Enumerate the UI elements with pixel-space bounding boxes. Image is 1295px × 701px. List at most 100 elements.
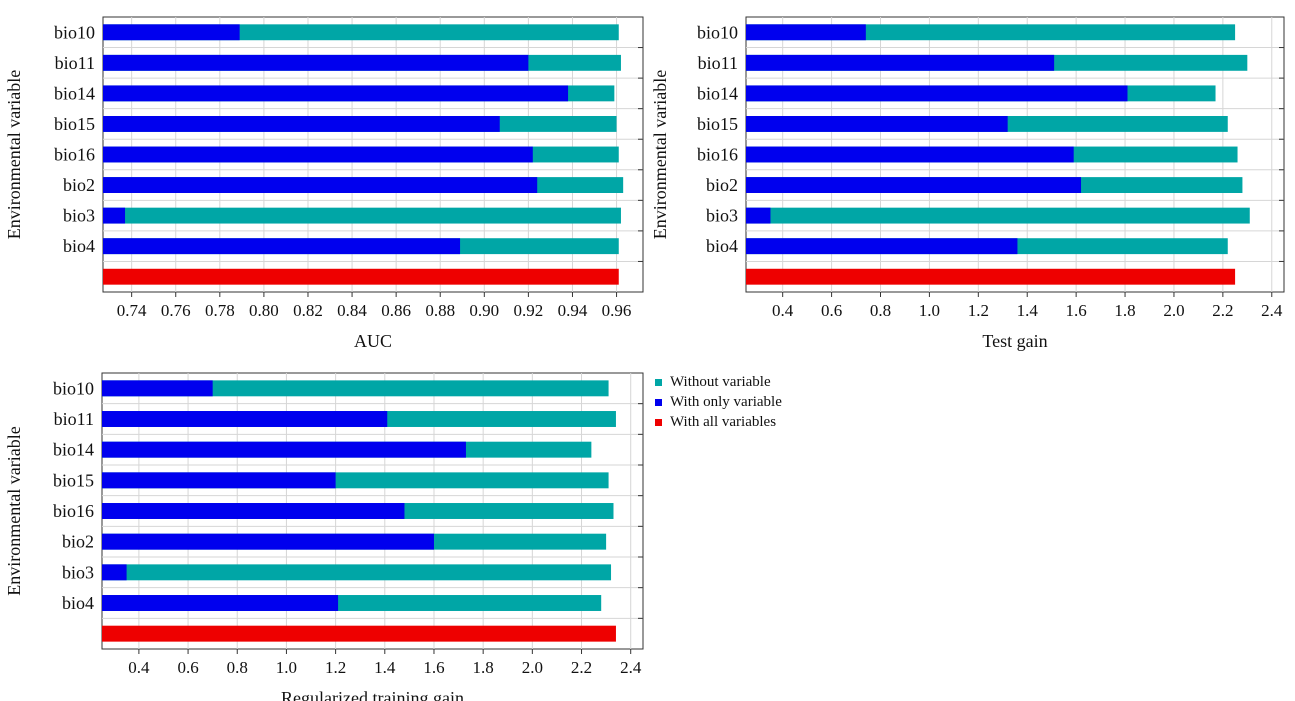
x-tick-label: 0.74 <box>117 301 147 320</box>
y-axis-title: Environmental variable <box>650 70 670 239</box>
x-tick-label: 2.0 <box>1163 301 1184 320</box>
x-tick-label: 0.86 <box>381 301 411 320</box>
x-tick-label: 0.4 <box>128 658 150 677</box>
bar-only-bio3 <box>746 207 771 224</box>
legend-item-with-all-variables: With all variables <box>655 412 782 432</box>
x-tick-label: 1.6 <box>1066 301 1087 320</box>
bar-only-bio15 <box>103 116 500 132</box>
bar-only-bio11 <box>102 411 388 427</box>
x-tick-label: 1.4 <box>1017 301 1039 320</box>
x-tick-label: 0.90 <box>469 301 499 320</box>
bar-only-bio16 <box>103 146 533 163</box>
bar-only-bio4 <box>103 238 461 255</box>
legend-swatch-only <box>655 398 662 406</box>
category-label-bio3: bio3 <box>63 206 95 226</box>
bar-without-bio10 <box>746 24 1236 41</box>
x-tick-label: 0.6 <box>821 301 842 320</box>
x-tick-label: 0.80 <box>249 301 279 320</box>
bar-only-bio2 <box>103 177 538 193</box>
y-axis-title: Environmental variable <box>4 70 24 239</box>
x-tick-label: 2.0 <box>522 658 543 677</box>
category-label-bio15: bio15 <box>697 114 738 134</box>
x-tick-label: 0.4 <box>772 301 794 320</box>
x-axis-title: Test gain <box>982 331 1047 351</box>
x-tick-label: 2.4 <box>620 658 642 677</box>
bar-only-bio2 <box>746 177 1082 193</box>
category-label-bio16: bio16 <box>697 145 738 165</box>
bar-only-bio4 <box>746 238 1018 255</box>
bar-only-bio11 <box>746 54 1055 71</box>
x-tick-label: 0.92 <box>514 301 544 320</box>
legend-swatch-all <box>655 418 662 426</box>
legend-swatch-without <box>655 378 662 386</box>
x-tick-label: 1.8 <box>473 658 494 677</box>
bar-only-bio16 <box>746 146 1074 163</box>
x-axis-title: Regularized training gain <box>281 688 464 701</box>
category-label-bio10: bio10 <box>54 22 95 42</box>
x-tick-label: 1.0 <box>919 301 940 320</box>
chart-training-gain: 0.4 0.6 0.8 1.0 1.2 1.4 1.6 1.8 2.0 2.2 2.4 bio10 bi… <box>4 372 644 701</box>
category-label-bio15: bio15 <box>54 114 95 134</box>
category-label-bio11: bio11 <box>55 53 95 73</box>
bar-only-bio10 <box>102 380 213 397</box>
legend-item-with-only-variable: With only variable <box>655 392 782 412</box>
x-tick-label: 0.78 <box>205 301 235 320</box>
x-tick-label: 0.84 <box>337 301 367 320</box>
bar-without-bio3 <box>102 564 612 581</box>
category-label-bio15: bio15 <box>53 470 94 490</box>
x-tick-label: 0.96 <box>602 301 632 320</box>
category-label-bio14: bio14 <box>53 440 94 460</box>
bar-all-variables <box>746 268 1236 285</box>
x-tick-label: 1.2 <box>968 301 989 320</box>
legend-label-all: With all variables <box>670 413 777 430</box>
category-label-bio16: bio16 <box>53 501 94 521</box>
bar-only-bio3 <box>103 207 126 224</box>
x-axis-title: AUC <box>354 331 392 351</box>
category-label-bio10: bio10 <box>53 378 94 398</box>
bar-only-bio14 <box>103 85 569 102</box>
bar-only-bio10 <box>746 24 866 41</box>
category-label-bio11: bio11 <box>54 409 94 429</box>
category-label-bio3: bio3 <box>706 206 738 226</box>
chart-auc: 0.74 0.76 0.78 0.80 0.82 0.84 0.86 0.88 0.90 0.92… <box>4 16 644 351</box>
x-tick-label: 0.94 <box>558 301 588 320</box>
bar-only-bio10 <box>103 24 240 41</box>
x-tick-label: 0.6 <box>177 658 198 677</box>
x-tick-label: 0.82 <box>293 301 323 320</box>
category-label-bio14: bio14 <box>697 83 738 103</box>
category-label-bio16: bio16 <box>54 145 95 165</box>
bar-without-bio3 <box>103 207 621 224</box>
category-label-bio2: bio2 <box>62 532 94 552</box>
category-label-bio2: bio2 <box>706 175 738 195</box>
x-tick-label: 1.0 <box>276 658 297 677</box>
category-label-bio4: bio4 <box>62 593 94 613</box>
bar-all-variables <box>102 625 616 642</box>
category-label-bio2: bio2 <box>63 175 95 195</box>
bar-without-bio3 <box>746 207 1250 224</box>
x-tick-label: 1.6 <box>423 658 444 677</box>
category-label-bio14: bio14 <box>54 83 95 103</box>
x-tick-label: 2.4 <box>1261 301 1283 320</box>
bar-only-bio14 <box>746 85 1128 102</box>
x-tick-label: 1.8 <box>1114 301 1135 320</box>
x-tick-label: 2.2 <box>571 658 592 677</box>
x-tick-label: 0.76 <box>161 301 191 320</box>
bar-without-bio10 <box>102 380 609 397</box>
category-label-bio4: bio4 <box>706 236 738 256</box>
category-label-bio4: bio4 <box>63 236 95 256</box>
x-tick-label: 0.8 <box>870 301 891 320</box>
x-tick-label: 2.2 <box>1212 301 1233 320</box>
x-tick-label: 0.8 <box>227 658 248 677</box>
bar-only-bio16 <box>102 503 405 519</box>
x-tick-label: 1.2 <box>325 658 346 677</box>
bar-only-bio15 <box>746 116 1008 132</box>
legend-label-without: Without variable <box>670 373 771 390</box>
bar-only-bio4 <box>102 595 339 611</box>
category-label-bio3: bio3 <box>62 562 94 582</box>
y-axis-title: Environmental variable <box>4 426 24 595</box>
x-tick-label: 1.4 <box>374 658 396 677</box>
legend: Without variable With only variable With… <box>655 372 782 432</box>
bar-only-bio15 <box>102 472 336 489</box>
legend-label-only: With only variable <box>670 393 782 410</box>
